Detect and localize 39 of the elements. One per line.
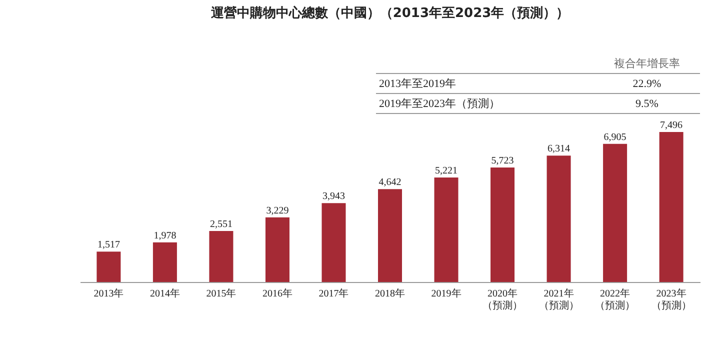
text: 9.5% [634,98,660,110]
data-label: 1,978 [154,230,176,242]
x-tick-label: 2013年 [94,288,124,300]
data-label: 6,314 [548,144,570,155]
x-tick-label: 2016年 [262,288,292,300]
bar [322,203,346,282]
x-tick-label: 2017年 [318,288,349,300]
bar [96,252,121,282]
bar [434,178,458,282]
bar [265,217,290,282]
data-label: 5,723 [491,155,514,166]
x-tick-label: 2021年（預測） [538,288,579,312]
data-label: 1,517 [97,240,120,251]
x-tick-label: 2018年 [375,288,405,300]
bar [209,230,234,282]
data-label: 3,229 [266,205,289,216]
bar [378,189,402,282]
x-tick-label: 2019年 [431,288,462,300]
x-tick-label: 2022年（預測） [595,288,636,312]
x-tick-label: 2015年 [206,288,236,300]
bar [490,167,515,282]
text: 2019年至2023年（預測） [378,97,501,111]
text: 複合年增長率 [613,56,681,71]
data-label: 3,943 [322,191,345,202]
x-tick-label: 2020年（預測） [482,288,523,312]
data-label: 5,221 [435,166,458,177]
bar [152,242,177,282]
data-label: 4,642 [378,177,402,188]
data-label: 2,551 [210,218,232,230]
bar [659,132,684,282]
data-label: 7,496 [660,120,683,131]
text: 22.9% [632,78,662,90]
x-tick-label: 2014年 [150,288,180,300]
bar [546,156,571,282]
data-label: 6,905 [604,132,626,143]
chart-title: 運營中購物中心總數（中國）（2013年至2023年（預測）） [210,5,570,21]
x-tick-label: 2023年（預測） [651,288,692,312]
bar [603,144,628,282]
text: 2013年至2019年 [378,77,457,91]
